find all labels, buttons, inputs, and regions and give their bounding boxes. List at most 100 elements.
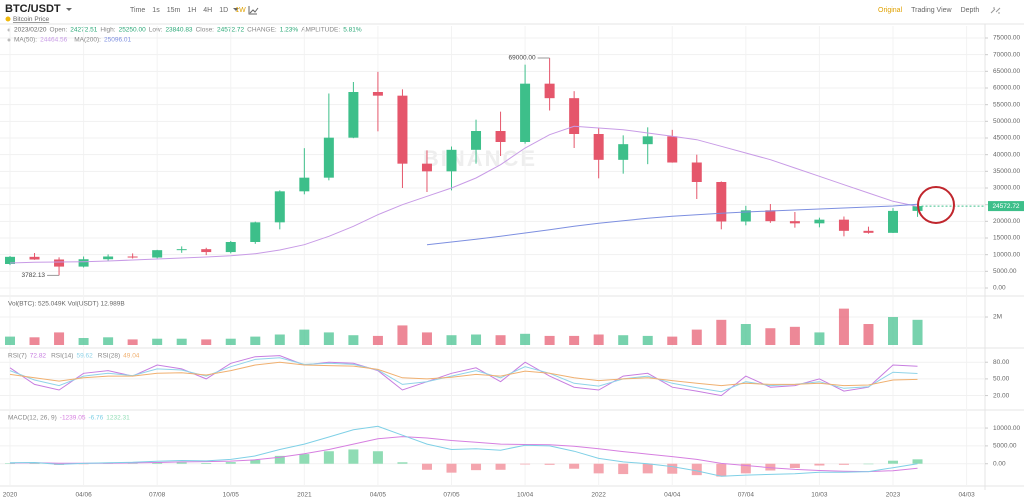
macd-bar [78,463,89,465]
x-tick-label: 04/03 [958,492,975,499]
legend-value: 59.62 [76,353,93,360]
candle-body [176,249,187,251]
x-tick-label: 2020 [3,492,18,499]
info-label: Low: [149,27,163,34]
volume-bar [201,339,212,345]
candle-body [5,256,15,264]
macd-bar [618,463,629,475]
info-label: CHANGE: [247,27,277,34]
macd-bar [5,463,15,464]
volume-bar [888,317,898,345]
candle-body [471,131,482,150]
candle-body [814,219,825,224]
candle-body [421,163,432,172]
legend-label: RSI(7) [8,353,27,360]
candle-body [593,134,604,160]
series-line [9,357,918,393]
y-tick-label: 10000.00 [993,251,1020,258]
interval-button[interactable]: 1s [152,7,160,14]
interval-button[interactable]: 4H [203,7,212,14]
candle-body [691,162,702,182]
volume-bar [740,324,751,345]
candle-body [397,95,408,164]
info-date: 2023/02/20 [14,27,47,34]
x-tick-label: 04/04 [664,492,681,499]
volume-bar [569,335,580,345]
macd-bar [691,463,702,476]
legend-value: 24464.56 [40,37,67,44]
y-tick-label: 45000.00 [993,135,1020,142]
view-button[interactable]: Original [878,7,903,14]
macd-bar [29,463,40,464]
volume-bar [618,335,629,345]
view-button[interactable]: Depth [961,7,980,14]
volume-bar [54,332,65,345]
indicator-icon[interactable] [248,6,259,15]
y-tick-label: 5000.00 [993,443,1017,450]
symbol-dropdown[interactable] [66,8,72,11]
interval-button[interactable]: 1H [187,7,196,14]
subtitle[interactable]: Bitcoin Price [13,16,50,23]
volume-bar [348,335,359,345]
high-annotation: 69000.00 [508,55,535,62]
info-value: 23840.83 [165,27,192,34]
volume-bar [176,338,187,345]
info-label: Open: [50,27,68,34]
volume-bar [397,325,408,345]
candle-body [201,249,212,253]
volume-bar [29,337,40,345]
info-label: High: [100,27,115,34]
macd-bar [397,462,408,464]
series-line [9,436,918,473]
legend-value: 72.82 [30,353,47,360]
candle-body [78,259,89,267]
volume-bar [863,324,874,345]
fullscreen-icon[interactable] [990,7,1001,14]
volume-bar [667,336,678,345]
macd-bar [520,463,531,465]
interval-button[interactable]: 1W [235,7,246,14]
x-tick-label: 10/04 [517,492,534,499]
macd-bar [372,451,383,464]
watermark: BINANCE [423,146,537,171]
candle-body [323,137,334,178]
series-line [9,361,918,387]
candle-body [127,256,138,258]
macd-bar [838,463,849,465]
candle-body [103,256,114,260]
y-tick-label: 75000.00 [993,35,1020,42]
y-tick-label: 0.00 [993,285,1006,292]
y-tick-label: 60000.00 [993,85,1020,92]
y-tick-label: 50000.00 [993,118,1020,125]
volume-bar [544,335,555,345]
legend-label: MA(50): [14,37,37,44]
volume-bar [642,335,653,345]
interval-button[interactable]: 15m [167,7,181,14]
interval-button[interactable]: Time [130,7,145,14]
volume-bar [421,332,432,345]
candle-body [618,144,629,160]
interval-button[interactable]: 1D [219,7,228,14]
volume-bar [593,334,604,345]
price-tag [988,201,1024,212]
y-tick-label: 65000.00 [993,68,1020,75]
macd-bar [789,463,800,469]
info-label: Close: [196,27,215,34]
candle-body [372,92,383,96]
macd-bar [225,462,236,464]
x-tick-label: 07/08 [149,492,166,499]
view-button[interactable]: Trading View [911,7,952,14]
macd-bar [544,463,555,465]
legend-dot [7,38,11,42]
volume-bar [225,338,236,345]
candle-body [667,136,678,163]
x-tick-label: 10/05 [223,492,240,499]
legend-label: MA(200): [74,37,101,44]
plot: Time 1s 15m 1H 4H 1D 1W Original Trading View Dep… [0,7,1024,499]
coin-icon [5,16,11,22]
x-tick-label: 04/06 [75,492,92,499]
interval-dropdown[interactable] [233,8,239,11]
macd-bar [888,460,898,464]
symbol[interactable]: BTC/USDT [5,3,61,15]
